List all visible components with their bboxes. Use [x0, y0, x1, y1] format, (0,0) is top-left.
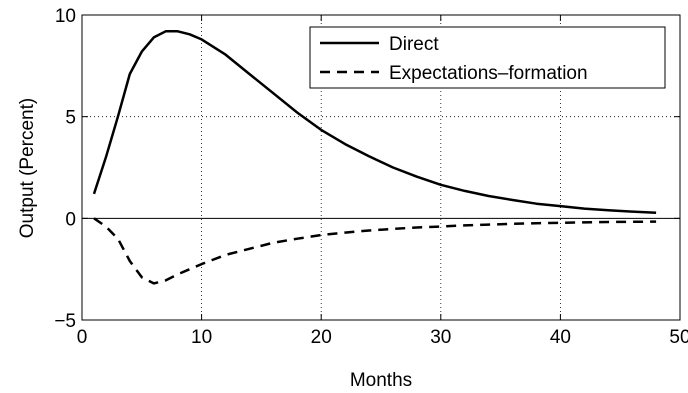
x-tick-label: 30: [430, 327, 451, 348]
grid-lines: [82, 15, 680, 320]
y-axis-ticks: −5 0 5 10: [54, 6, 680, 332]
x-tick-label: 0: [77, 327, 88, 348]
legend: Direct Expectations–formation: [309, 26, 666, 89]
x-tick-label: 10: [191, 327, 212, 348]
y-tick-label: 5: [65, 108, 76, 129]
y-tick-label: −5: [54, 311, 76, 332]
x-axis-label: Months: [350, 370, 412, 391]
legend-label-expectations: Expectations–formation: [389, 63, 588, 84]
series-line-expectations-formation: [93, 217, 657, 285]
y-tick-label: 10: [55, 6, 76, 27]
x-tick-label: 50: [669, 327, 688, 348]
legend-label-direct: Direct: [389, 34, 439, 55]
y-tick-label: 0: [65, 209, 76, 230]
legend-box: [309, 26, 666, 89]
series-line-direct: [92, 30, 657, 215]
y-axis-label: Output (Percent): [17, 98, 38, 238]
x-tick-label: 40: [550, 327, 571, 348]
x-tick-label: 20: [311, 327, 332, 348]
series-layer: [92, 30, 657, 285]
x-axis-ticks: 0 10 20 30 40 50: [77, 15, 688, 348]
plot-border: [81, 14, 681, 321]
